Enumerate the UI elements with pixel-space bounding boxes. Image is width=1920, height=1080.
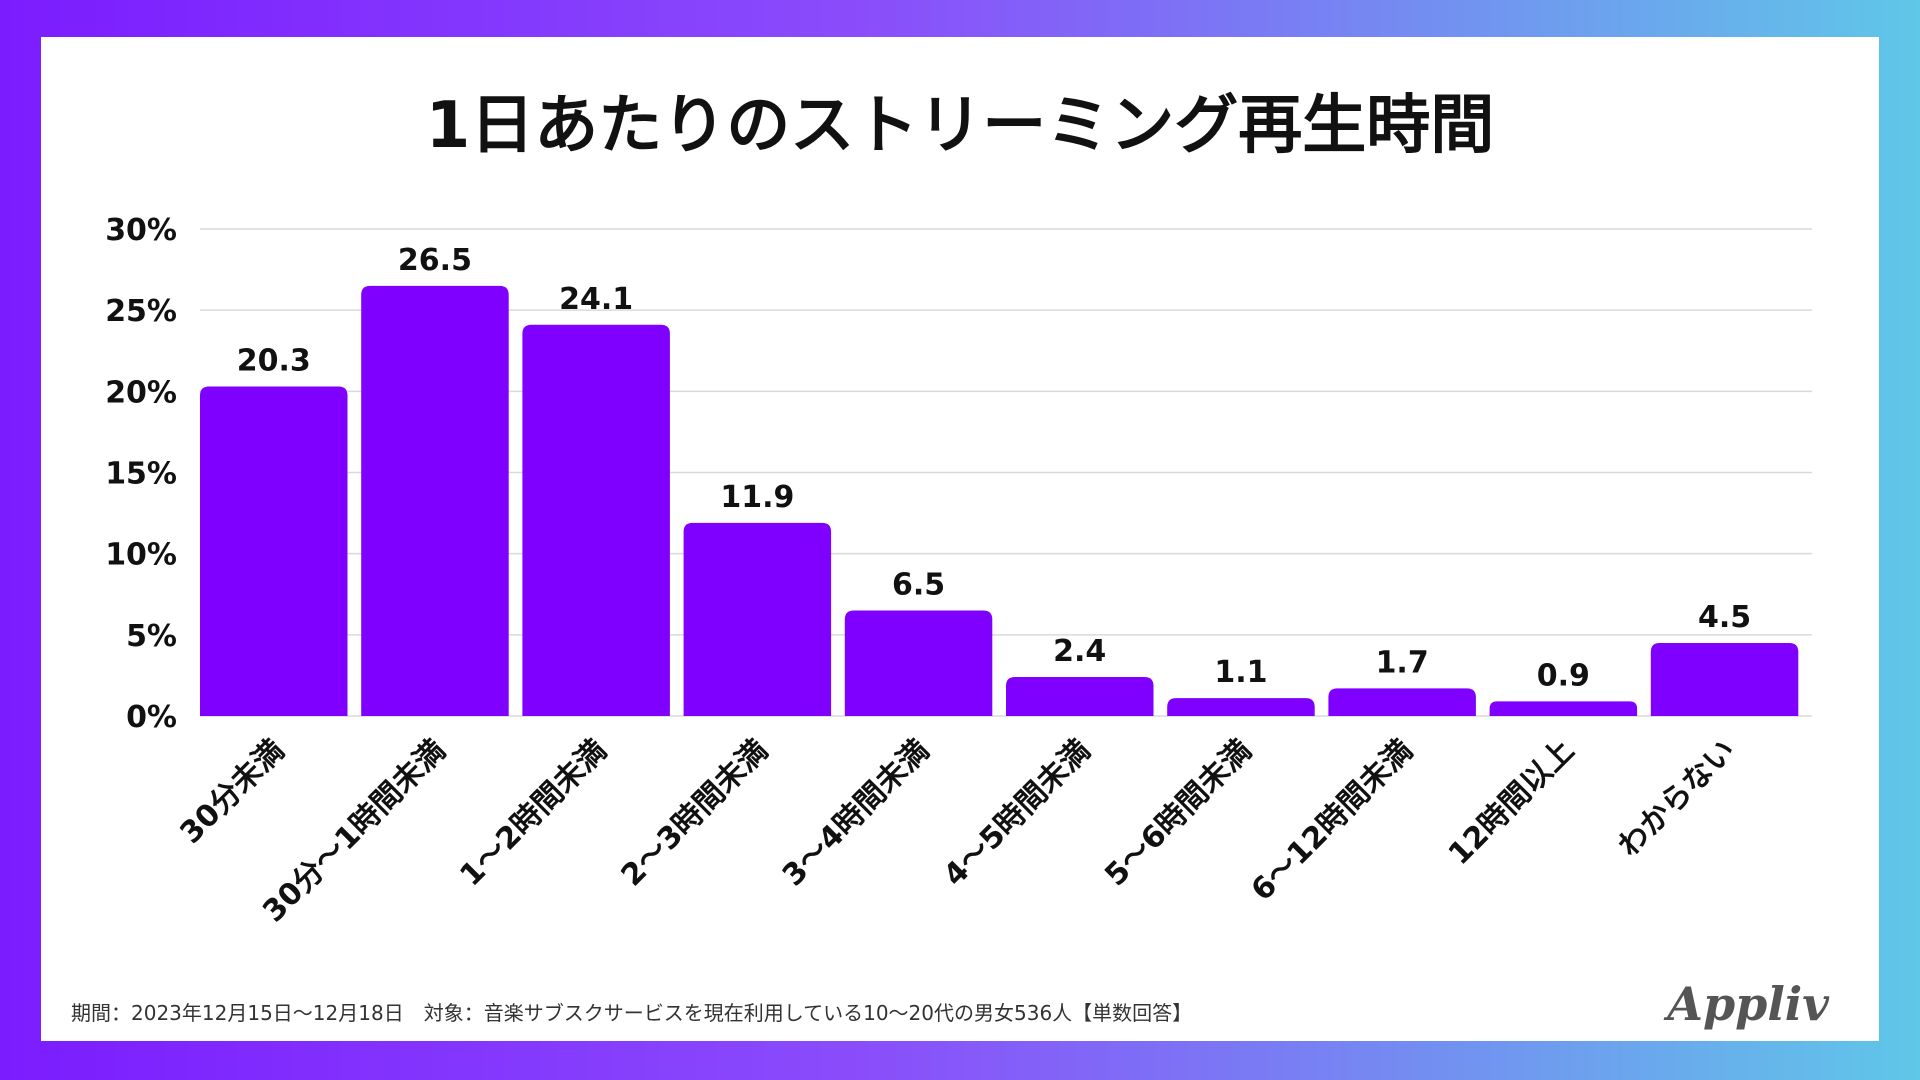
- y-tick-label: 25%: [105, 294, 177, 329]
- x-tick-label: 1～2時間未満: [453, 733, 613, 893]
- value-label: 11.9: [720, 480, 794, 515]
- bar: [1489, 701, 1638, 716]
- value-label: 1.1: [1214, 655, 1267, 690]
- x-tick-label: 30分未満: [173, 733, 291, 851]
- chart-card: 1日あたりのストリーミング再生時間 0% 5% 10% 15% 20% 25% 30% 20…: [41, 37, 1879, 1041]
- footnote: 期間：2023年12月15日～12月18日 対象：音楽サブスクサービスを現在利用…: [71, 1001, 1192, 1025]
- x-tick-label: 3～4時間未満: [776, 733, 936, 893]
- value-label: 24.1: [559, 282, 633, 317]
- bar-chart: 1日あたりのストリーミング再生時間 0% 5% 10% 15% 20% 25% 30% 20…: [71, 89, 1830, 1031]
- bars: [200, 285, 1799, 716]
- bar: [683, 522, 832, 716]
- value-labels: 20.3 26.5 24.1 11.9 6.5 2.4 1.1 1.7 0.9 4.5: [237, 243, 1751, 694]
- y-tick-label: 30%: [105, 213, 177, 248]
- value-label: 6.5: [892, 567, 945, 602]
- value-label: 20.3: [237, 343, 311, 378]
- x-tick-label: 6～12時間未満: [1245, 733, 1420, 908]
- value-label: 4.5: [1698, 600, 1751, 635]
- y-tick-label: 15%: [105, 457, 177, 492]
- bar: [1650, 642, 1799, 716]
- x-tick-label: 2～3時間未満: [615, 733, 775, 893]
- value-label: 2.4: [1053, 634, 1106, 669]
- y-tick-label: 0%: [126, 700, 177, 735]
- y-tick-label: 20%: [105, 375, 177, 410]
- bar: [1167, 698, 1315, 716]
- x-tick-label: 5～6時間未満: [1098, 733, 1258, 893]
- y-tick-label: 10%: [105, 538, 177, 573]
- bar: [1328, 688, 1476, 716]
- x-tick-label: わからない: [1611, 733, 1742, 864]
- bar: [1006, 677, 1154, 716]
- x-tick-label: 4～5時間未満: [937, 733, 1097, 893]
- bar: [361, 285, 509, 716]
- x-tick-label: 12時間以上: [1442, 733, 1581, 872]
- bar: [844, 610, 993, 716]
- value-label: 1.7: [1376, 645, 1429, 680]
- bar: [522, 324, 670, 716]
- y-tick-label: 5%: [126, 619, 177, 654]
- value-label: 0.9: [1537, 658, 1590, 693]
- value-label: 26.5: [398, 243, 472, 278]
- bar: [200, 386, 348, 716]
- applivlogo: Appliv: [1663, 977, 1830, 1031]
- chart-title: 1日あたりのストリーミング再生時間: [426, 89, 1495, 163]
- y-axis-ticks: 0% 5% 10% 15% 20% 25% 30%: [105, 213, 177, 735]
